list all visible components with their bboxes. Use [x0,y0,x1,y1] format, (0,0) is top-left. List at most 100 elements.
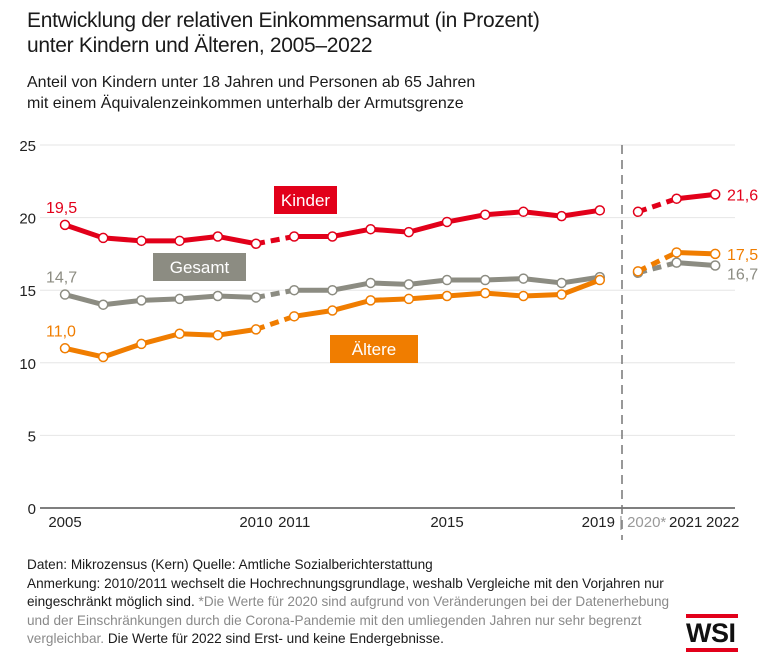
data-point [671,257,682,268]
y-tick-label: 0 [28,501,36,518]
series-segment [408,293,448,302]
data-point [709,189,721,200]
series-segment [331,297,372,313]
series-label: Ältere [352,340,396,359]
series-segment [636,250,678,274]
x-tick-label: 2021 [669,514,702,531]
data-point [250,324,262,335]
data-point [441,290,453,302]
series-segment [523,292,562,299]
chart-subtitle: Anteil von Kindern unter 18 Jahren und P… [27,72,475,114]
series-segment [676,249,716,257]
data-point [136,295,147,306]
footer: Daten: Mikrozensus (Kern) Quelle: Amtlic… [27,556,677,649]
legend-box [330,335,418,363]
data-point [632,266,644,277]
series-segment [408,219,448,235]
note-b: *Die Werte für 2020 sind aufgrund von Ve… [27,594,670,646]
note-a: Anmerkung: 2010/2011 wechselt die Hochre… [27,575,664,610]
data-point [556,210,567,222]
wsi-logo: WSI [686,614,738,652]
x-tick-label: | 2020* [619,514,666,531]
x-tick-label: 2010 [239,514,272,531]
series-segment [523,209,562,219]
series-segment [485,209,524,218]
data-point [365,277,376,289]
data-point [518,206,529,218]
data-point [174,235,185,247]
series-segment [64,222,105,241]
end-value-label: 16,7 [727,267,758,284]
series-segment [446,290,486,299]
series-segment [485,276,524,283]
series-segment [140,331,181,347]
note: Anmerkung: 2010/2011 wechselt die Hochre… [27,575,677,649]
data-point [59,289,71,300]
series-label: Kinder [281,191,330,210]
series-segment [523,276,562,286]
data-point [97,299,109,310]
y-tick-label: 15 [19,283,36,300]
data-point [212,231,224,242]
series-segment [217,234,257,247]
series-segment [370,226,409,235]
data-point [250,238,262,249]
series-segment [370,296,409,303]
series-segment [141,296,180,303]
series-segment [676,191,716,202]
subtitle-line: Anteil von Kindern unter 18 Jahren und P… [27,74,476,91]
data-point [250,292,262,303]
series-segment [676,260,716,269]
series-segment [561,207,601,219]
data-point [212,329,224,341]
data-point [327,284,338,296]
legend-box [153,253,246,281]
data-point [556,277,567,289]
data-point [479,287,491,299]
data-point [136,338,147,350]
series-segment [446,212,486,225]
series-segment [331,280,372,293]
data-point [518,290,529,302]
data-point [288,284,300,296]
series-segment [560,277,601,297]
series-segment [102,341,143,360]
start-value-label: 14,7 [46,270,77,287]
title-line: Entwicklung der relativen Einkommensarmu… [27,9,540,32]
data-point [479,274,491,286]
series-segment [637,260,678,276]
data-point [59,343,71,354]
data-point [594,274,606,286]
data-point [479,209,491,220]
x-tick-label: 2019 [582,514,615,531]
logo-text: WSI [686,618,736,648]
series-segment [485,290,524,299]
title-line: unter Kindern und Älteren, 2005–2022 [27,34,373,57]
data-point [97,232,109,244]
series-segment [331,226,372,239]
start-value-label: 19,5 [46,200,77,217]
series-segment [64,292,104,308]
data-point [327,305,338,316]
data-point [441,216,453,228]
start-value-label: 11,0 [46,323,76,340]
x-tick-label: 2005 [48,514,81,531]
series-segment [255,287,295,300]
data-point [709,260,721,271]
data-point [556,289,567,300]
series-segment [370,280,409,287]
data-point [136,235,147,247]
series-segment [179,233,219,244]
data-point [632,206,644,218]
data-point [174,328,185,340]
data-point [365,223,376,235]
data-point [174,293,185,305]
series-segment [255,234,295,247]
series-segment [217,293,257,300]
data-point [671,193,682,204]
end-value-label: 21,6 [727,187,758,204]
data-point [212,290,224,302]
series-label: Gesamt [170,258,230,277]
series-segment [255,313,296,332]
